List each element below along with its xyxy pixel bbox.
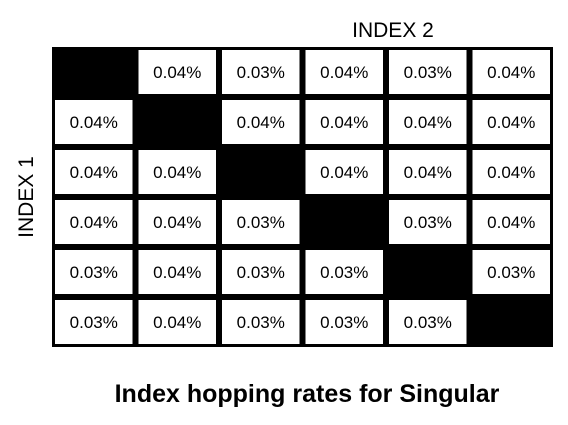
cell-value-label: 0.04% bbox=[70, 213, 118, 232]
diagonal-cell bbox=[55, 50, 133, 94]
heatmap-cell bbox=[222, 300, 300, 344]
heatmap-cell bbox=[222, 200, 300, 244]
heatmap-cell bbox=[389, 300, 467, 344]
heatmap-cell bbox=[472, 50, 550, 94]
cell-value-label: 0.03% bbox=[404, 313, 452, 332]
heatmap-cell bbox=[138, 50, 216, 94]
diagonal-cell bbox=[138, 100, 216, 144]
cell-value-label: 0.03% bbox=[404, 63, 452, 82]
cell-value-label: 0.03% bbox=[70, 263, 118, 282]
cell-value-label: 0.03% bbox=[404, 213, 452, 232]
cell-value-label: 0.04% bbox=[153, 213, 201, 232]
heatmap-cell bbox=[55, 300, 133, 344]
heatmap-cell bbox=[55, 200, 133, 244]
grid-frame bbox=[52, 47, 553, 347]
heatmap-cell bbox=[222, 50, 300, 94]
heatmap-cell bbox=[389, 150, 467, 194]
cell-value-label: 0.03% bbox=[237, 313, 285, 332]
chart-title: Index hopping rates for Singular bbox=[115, 380, 500, 408]
heatmap-cell bbox=[389, 100, 467, 144]
x-axis-title: INDEX 2 bbox=[352, 19, 434, 42]
heatmap-cell bbox=[55, 100, 133, 144]
heatmap-cell bbox=[55, 150, 133, 194]
heatmap-cell bbox=[472, 250, 550, 294]
cell-value-label: 0.03% bbox=[320, 313, 368, 332]
diagonal-cell bbox=[472, 300, 550, 344]
heatmap-cell bbox=[305, 150, 383, 194]
cell-value-label: 0.04% bbox=[487, 163, 535, 182]
heatmap-cell bbox=[138, 200, 216, 244]
cell-value-label: 0.04% bbox=[70, 113, 118, 132]
heatmap-cell bbox=[472, 200, 550, 244]
heatmap-cell bbox=[305, 300, 383, 344]
cell-value-label: 0.04% bbox=[487, 63, 535, 82]
heatmap-cell bbox=[472, 100, 550, 144]
cell-value-label: 0.04% bbox=[153, 163, 201, 182]
heatmap-cell bbox=[305, 250, 383, 294]
heatmap-cell bbox=[222, 100, 300, 144]
heatmap-cell bbox=[138, 150, 216, 194]
heatmap-cell bbox=[389, 200, 467, 244]
heatmap-cell bbox=[305, 100, 383, 144]
cell-value-label: 0.04% bbox=[320, 113, 368, 132]
cell-value-label: 0.04% bbox=[404, 113, 452, 132]
heatmap-cell bbox=[305, 50, 383, 94]
diagonal-cell bbox=[389, 250, 467, 294]
cell-value-label: 0.03% bbox=[70, 313, 118, 332]
cell-value-label: 0.04% bbox=[153, 263, 201, 282]
cell-value-label: 0.04% bbox=[320, 163, 368, 182]
diagonal-cell bbox=[305, 200, 383, 244]
cell-value-label: 0.03% bbox=[237, 63, 285, 82]
cell-value-label: 0.03% bbox=[487, 263, 535, 282]
heatmap-grid: 0.04% 0.03% 0.04% 0.03% 0.04% 0.04% 0.04% 0.04%… bbox=[52, 47, 553, 347]
cell-value-label: 0.04% bbox=[70, 163, 118, 182]
heatmap-cell bbox=[472, 150, 550, 194]
cell-value-label: 0.03% bbox=[320, 263, 368, 282]
cell-value-label: 0.04% bbox=[153, 63, 201, 82]
cell-value-label: 0.04% bbox=[153, 313, 201, 332]
cell-value-label: 0.04% bbox=[237, 113, 285, 132]
heatmap-cell bbox=[138, 250, 216, 294]
cell-value-label: 0.04% bbox=[404, 163, 452, 182]
cell-value-label: 0.04% bbox=[487, 113, 535, 132]
heatmap-cell bbox=[55, 250, 133, 294]
heatmap-cell bbox=[222, 250, 300, 294]
heatmap-cell bbox=[389, 50, 467, 94]
heatmap-cell bbox=[138, 300, 216, 344]
cell-value-label: 0.04% bbox=[487, 213, 535, 232]
cell-value-label: 0.03% bbox=[237, 213, 285, 232]
cell-value-label: 0.04% bbox=[320, 63, 368, 82]
y-axis-title: INDEX 1 bbox=[15, 156, 38, 238]
diagonal-cell bbox=[222, 150, 300, 194]
cell-value-label: 0.03% bbox=[237, 263, 285, 282]
